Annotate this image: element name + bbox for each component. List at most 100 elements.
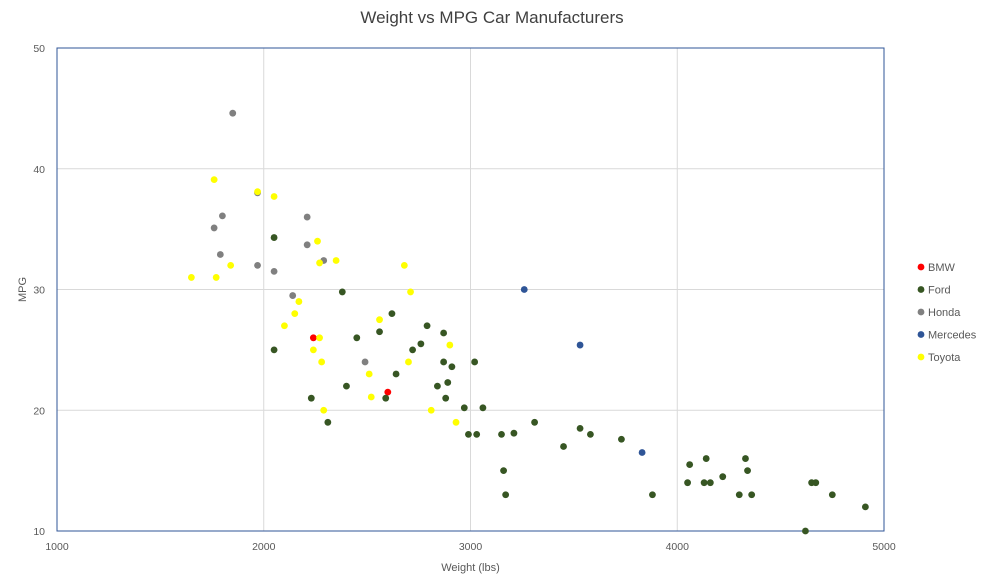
- data-point-toyota: [405, 358, 412, 366]
- data-point-ford: [307, 394, 315, 402]
- data-point-toyota: [452, 418, 460, 426]
- plot-area-border: [56, 47, 885, 532]
- data-point-ford: [748, 491, 756, 499]
- data-point-ford: [735, 491, 743, 499]
- data-point-toyota: [291, 310, 299, 318]
- data-point-ford: [686, 461, 694, 468]
- x-tick-label: 2000: [252, 541, 276, 553]
- legend-label-ford: Ford: [928, 285, 951, 297]
- x-tick-label: 5000: [872, 541, 896, 553]
- data-point-ford: [510, 429, 518, 437]
- data-point-honda: [289, 292, 297, 299]
- legend-label-bmw: BMW: [928, 262, 956, 274]
- data-point-bmw: [384, 388, 392, 396]
- data-point-ford: [448, 363, 456, 371]
- y-tick-label: 30: [33, 285, 45, 297]
- data-point-ford: [498, 431, 505, 438]
- data-point-honda: [270, 267, 278, 275]
- data-point-toyota: [446, 341, 454, 349]
- data-point-toyota: [227, 261, 235, 269]
- y-axis-label: MPG: [17, 277, 29, 302]
- data-point-ford: [742, 455, 749, 462]
- x-tick-label: 4000: [666, 541, 690, 553]
- data-point-toyota: [270, 193, 278, 200]
- data-point-toyota: [376, 316, 383, 324]
- data-point-ford: [587, 431, 594, 438]
- data-point-toyota: [427, 406, 435, 414]
- data-point-ford: [471, 358, 479, 366]
- data-point-ford: [388, 310, 396, 318]
- data-point-ford: [744, 467, 751, 475]
- data-point-ford: [560, 443, 567, 450]
- data-point-toyota: [309, 346, 317, 354]
- data-point-honda: [303, 241, 311, 249]
- legend-marker-bmw: [917, 263, 925, 271]
- data-point-ford: [423, 322, 431, 330]
- data-point-ford: [460, 404, 468, 412]
- data-point-ford: [802, 527, 809, 535]
- data-point-mercedes: [576, 341, 584, 349]
- data-point-ford: [706, 479, 714, 487]
- legend-marker-ford: [917, 286, 925, 293]
- data-point-toyota: [212, 274, 220, 281]
- legend-marker-toyota: [917, 353, 925, 361]
- data-point-ford: [409, 346, 417, 354]
- data-point-ford: [828, 491, 836, 499]
- data-point-ford: [434, 382, 441, 390]
- data-point-honda: [210, 224, 218, 232]
- data-point-ford: [376, 328, 383, 336]
- legend-label-mercedes: Mercedes: [928, 330, 977, 342]
- data-point-honda: [216, 251, 224, 258]
- legend-label-toyota: Toyota: [928, 352, 961, 364]
- data-point-ford: [353, 334, 361, 342]
- data-point-ford: [392, 370, 400, 378]
- data-point-ford: [324, 418, 332, 426]
- legend-marker-mercedes: [917, 331, 925, 338]
- data-point-ford: [719, 473, 727, 481]
- data-point-ford: [440, 329, 448, 337]
- data-point-honda: [219, 212, 226, 220]
- data-point-toyota: [400, 261, 408, 269]
- data-point-ford: [531, 418, 538, 426]
- data-point-toyota: [316, 334, 323, 342]
- data-point-ford: [465, 431, 472, 438]
- data-point-ford: [479, 404, 487, 412]
- data-point-ford: [576, 424, 584, 432]
- y-tick-label: 10: [33, 526, 45, 538]
- data-point-ford: [473, 431, 481, 438]
- y-tick-label: 40: [33, 164, 45, 176]
- data-point-toyota: [320, 406, 328, 414]
- data-points: [187, 109, 869, 535]
- data-point-ford: [270, 346, 278, 354]
- chart-title: Weight vs MPG Car Manufacturers: [360, 8, 624, 27]
- data-point-mercedes: [638, 449, 646, 456]
- data-point-toyota: [332, 257, 340, 264]
- data-point-toyota: [318, 358, 326, 366]
- x-tick-label: 1000: [45, 541, 69, 553]
- data-point-ford: [649, 491, 656, 499]
- data-point-ford: [343, 382, 350, 390]
- data-point-mercedes: [520, 286, 528, 293]
- data-point-ford: [382, 394, 390, 402]
- legend-label-honda: Honda: [928, 307, 961, 319]
- data-point-honda: [361, 358, 369, 366]
- y-tick-label: 50: [33, 43, 45, 55]
- data-point-toyota: [210, 176, 218, 184]
- data-point-toyota: [314, 237, 321, 245]
- axis-ticks: 1000 2000 3000 4000 5000 10 20 30 40 50: [33, 43, 896, 553]
- data-point-ford: [444, 379, 452, 386]
- y-tick-label: 20: [33, 405, 45, 417]
- data-point-toyota: [365, 370, 373, 378]
- legend-marker-honda: [917, 308, 925, 316]
- data-point-toyota: [187, 274, 195, 281]
- data-point-bmw: [309, 334, 317, 342]
- data-point-toyota: [281, 322, 288, 330]
- data-point-ford: [442, 394, 450, 402]
- data-point-ford: [338, 288, 346, 296]
- data-point-ford: [700, 479, 708, 487]
- data-point-honda: [229, 109, 237, 117]
- data-point-honda: [303, 213, 311, 221]
- data-point-ford: [502, 491, 510, 499]
- data-point-toyota: [407, 288, 414, 296]
